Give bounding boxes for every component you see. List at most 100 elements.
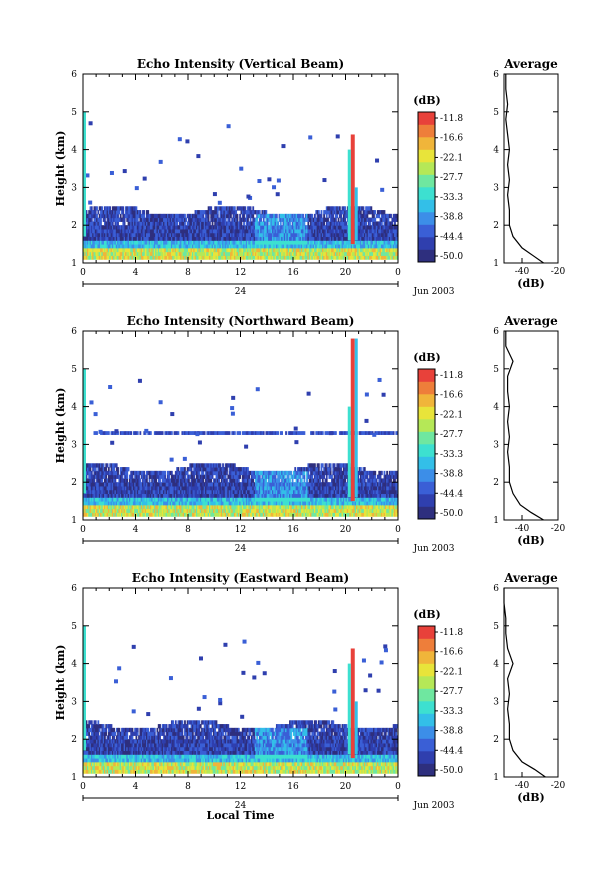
heat-cell	[89, 508, 92, 513]
heat-cell	[199, 247, 202, 253]
heat-cell	[176, 251, 178, 256]
heat-cell	[224, 504, 227, 510]
heat-cell	[352, 244, 354, 249]
heat-cell	[115, 210, 118, 215]
heat-cell	[157, 489, 160, 495]
heat-cell	[303, 225, 306, 230]
heat-cell	[232, 206, 235, 211]
heat-cell	[180, 478, 182, 483]
heat-cell	[197, 217, 199, 222]
heat-cell	[100, 512, 102, 517]
heat-cell	[143, 225, 146, 230]
heat-cell	[157, 470, 160, 476]
heat-cell	[310, 255, 312, 260]
heat-cell	[219, 206, 222, 211]
heat-cell	[210, 493, 213, 498]
day-label: 24	[235, 287, 247, 297]
heat-cell	[130, 206, 133, 211]
average-profile	[505, 74, 544, 264]
heat-cell	[125, 493, 127, 498]
heat-cell	[159, 225, 161, 230]
heat-cell	[241, 493, 244, 498]
heat-cell	[98, 463, 101, 468]
heat-cell	[147, 221, 150, 226]
heat-cell	[278, 236, 281, 241]
heat-cell	[215, 467, 218, 472]
heat-cell	[190, 474, 193, 479]
heat-cell	[86, 478, 89, 483]
heat-cell	[317, 221, 320, 226]
heat-cell	[113, 508, 115, 513]
heat-cell	[181, 236, 184, 241]
heat-cell	[333, 221, 336, 226]
heat-cell	[361, 244, 364, 249]
heat-cell	[146, 225, 148, 230]
heat-cell	[135, 482, 138, 487]
heat-cell	[308, 247, 311, 253]
heat-cell	[272, 244, 274, 249]
heat-cell	[395, 255, 398, 260]
heat-cell	[281, 251, 283, 256]
heat-cell	[195, 244, 198, 249]
heat-cell	[122, 255, 125, 260]
heat-cell	[151, 489, 154, 495]
heat-cell	[254, 493, 257, 498]
heat-cell	[341, 210, 344, 215]
heat-cell	[338, 240, 341, 245]
heat-cell	[100, 485, 102, 491]
heat-cell	[174, 474, 177, 479]
heat-cell	[363, 255, 366, 260]
heat-cell	[256, 470, 259, 476]
heat-cell	[212, 512, 215, 517]
heat-cell	[102, 251, 105, 256]
heat-cell	[331, 232, 333, 238]
heat-cell	[163, 497, 165, 502]
heat-cell	[114, 221, 117, 226]
heat-cell	[367, 225, 370, 230]
heat-cell	[189, 504, 192, 510]
heat-cell	[366, 255, 369, 260]
heat-cell	[295, 236, 298, 241]
heat-cell	[243, 508, 245, 513]
heat-cell	[214, 228, 217, 234]
heat-cell	[135, 228, 138, 234]
heat-cell	[345, 244, 348, 249]
heat-cell	[167, 482, 169, 487]
heat-cell	[214, 485, 217, 491]
heat-cell	[216, 251, 219, 256]
heat-cell	[391, 240, 394, 245]
heat-cell	[190, 251, 193, 256]
avg-x-tick-label: -20	[551, 267, 566, 277]
heat-cell	[218, 512, 220, 517]
heat-cell	[230, 221, 232, 226]
heat-cell	[190, 255, 193, 260]
heat-cell	[342, 255, 345, 260]
heat-cell	[98, 493, 101, 498]
heat-cell	[379, 255, 382, 260]
heat-cell	[299, 244, 302, 249]
heat-cell	[146, 240, 148, 245]
heat-cell	[220, 501, 223, 506]
colorbar-swatch	[418, 174, 435, 188]
heat-cell	[265, 232, 268, 238]
heat-cell	[371, 228, 374, 234]
heat-cell	[127, 213, 130, 219]
heat-cell	[254, 255, 257, 260]
heat-cell	[161, 255, 164, 260]
heat-cell	[104, 210, 106, 215]
heat-cell	[101, 255, 104, 260]
heat-cell	[354, 251, 357, 256]
heat-cell	[198, 251, 201, 256]
heat-cell	[394, 228, 396, 234]
heat-cell	[97, 474, 100, 479]
heat-cell	[249, 251, 252, 256]
heat-cell	[283, 247, 286, 253]
heat-cell	[302, 232, 304, 238]
heat-cell	[237, 228, 240, 234]
heat-cell	[218, 497, 220, 502]
heat-cell	[267, 177, 272, 182]
heat-cell	[324, 244, 327, 249]
heat-cell	[207, 501, 210, 506]
heat-cell	[379, 210, 382, 215]
heat-cell	[251, 213, 253, 219]
